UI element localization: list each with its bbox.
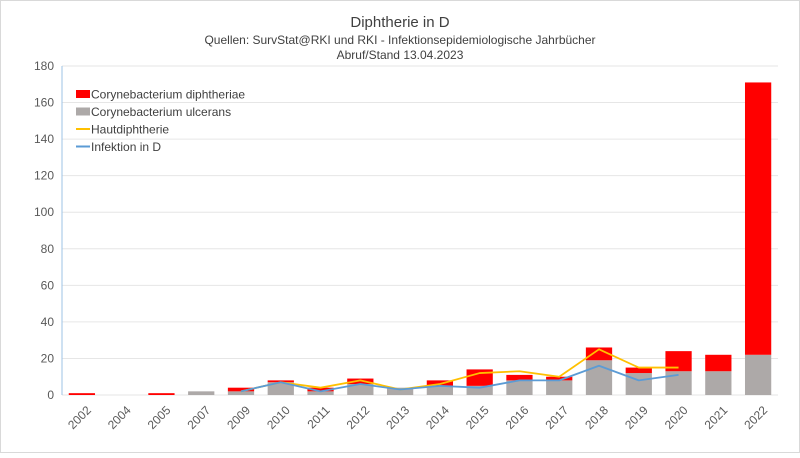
- y-tick-label: 20: [41, 351, 55, 365]
- bar-corynebacterium-diphtheriae-2020: [665, 351, 692, 372]
- legend-label: Hautdiphtherie: [91, 123, 169, 137]
- lines: [240, 348, 679, 393]
- legend-swatch: [76, 90, 90, 98]
- y-tick-label: 100: [34, 205, 54, 219]
- gridlines: [62, 65, 778, 396]
- bar-corynebacterium-diphtheriae-2010: [267, 380, 294, 383]
- bar-corynebacterium-ulcerans-2013: [386, 387, 414, 395]
- bar-corynebacterium-diphtheriae-2009: [227, 387, 255, 392]
- chart-subtitle: Quellen: SurvStat@RKI und RKI - Infektio…: [204, 33, 595, 47]
- legend-label: Corynebacterium ulcerans: [91, 105, 231, 119]
- y-tick-label: 120: [34, 169, 54, 183]
- y-tick-label: 140: [34, 132, 54, 146]
- bar-corynebacterium-diphtheriae-2019: [625, 367, 652, 374]
- bar-corynebacterium-ulcerans-2009: [227, 391, 255, 395]
- y-tick-label: 0: [47, 388, 54, 402]
- line-hautdiphtherie: [240, 348, 679, 393]
- bar-corynebacterium-diphtheriae-2002: [68, 393, 96, 395]
- legend-label: Infektion in D: [91, 140, 161, 154]
- bar-corynebacterium-diphtheriae-2005: [148, 393, 175, 395]
- bar-corynebacterium-diphtheriae-2017: [546, 376, 573, 381]
- y-tick-label: 180: [34, 59, 54, 73]
- bar-corynebacterium-ulcerans-2010: [267, 382, 294, 395]
- legend-label: Corynebacterium diphtheriae: [91, 88, 245, 102]
- bar-corynebacterium-ulcerans-2015: [466, 385, 493, 395]
- bar-corynebacterium-ulcerans-2017: [546, 380, 573, 395]
- bar-corynebacterium-ulcerans-2014: [426, 385, 454, 395]
- y-tick-label: 80: [41, 242, 55, 256]
- bar-corynebacterium-ulcerans-2022: [744, 354, 772, 395]
- bar-corynebacterium-ulcerans-2012: [347, 384, 374, 395]
- y-axis-ticks: 0 20 40 60 80 100 120 140 160 180: [34, 59, 54, 402]
- bar-corynebacterium-diphtheriae-2016: [506, 374, 533, 381]
- bar-corynebacterium-ulcerans-2020: [665, 371, 692, 395]
- y-tick-label: 160: [34, 96, 54, 110]
- bar-corynebacterium-ulcerans-2016: [506, 380, 533, 395]
- bar-corynebacterium-diphtheriae-2018: [585, 347, 613, 361]
- legend: Corynebacterium diphtheriae Corynebacteri…: [76, 88, 245, 154]
- legend-swatch: [76, 107, 90, 116]
- bar-corynebacterium-ulcerans-2021: [705, 371, 732, 395]
- line-infektion-in-d: [240, 364, 679, 393]
- y-tick-label: 60: [41, 278, 55, 292]
- bar-corynebacterium-diphtheriae-2022: [744, 82, 772, 355]
- y-tick-label: 40: [41, 315, 55, 329]
- bar-corynebacterium-diphtheriae-2021: [705, 354, 732, 372]
- bar-corynebacterium-diphtheriae-2011: [307, 387, 334, 392]
- bar-corynebacterium-ulcerans-2007: [188, 391, 215, 395]
- bar-corynebacterium-ulcerans-2011: [307, 391, 334, 395]
- chart-title: Diphtherie in D: [350, 14, 449, 31]
- chart-subtitle-date: Abruf/Stand 13.04.2023: [337, 48, 464, 62]
